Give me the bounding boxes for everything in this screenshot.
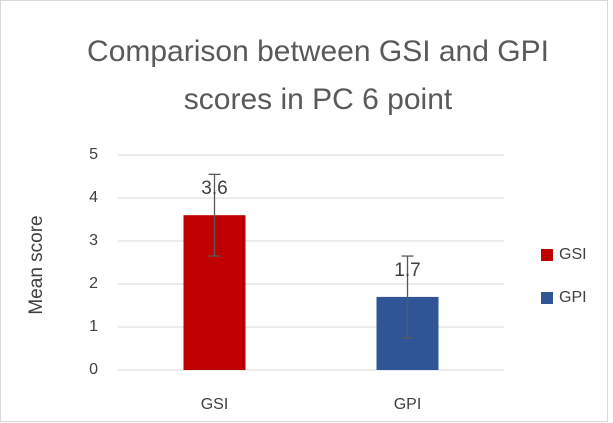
y-tick-label: 4 [89,189,98,206]
data-label: 3.6 [201,178,227,199]
chart-title: Comparison between GSI and GPI scores in… [87,35,549,116]
legend-swatch [541,249,553,261]
y-tick-label: 1 [89,318,98,335]
y-axis-label: Mean score [26,215,47,314]
y-tick-label: 2 [89,275,98,292]
y-tick-label: 3 [89,232,98,249]
y-tick-label: 0 [89,361,98,378]
legend-label: GPI [559,289,587,306]
x-tick-label: GSI [201,396,229,413]
data-label: 1.7 [394,260,420,281]
y-tick-label: 5 [89,146,98,163]
x-tick-label: GPI [394,396,422,413]
legend-swatch [541,292,553,304]
legend-label: GSI [559,246,587,263]
